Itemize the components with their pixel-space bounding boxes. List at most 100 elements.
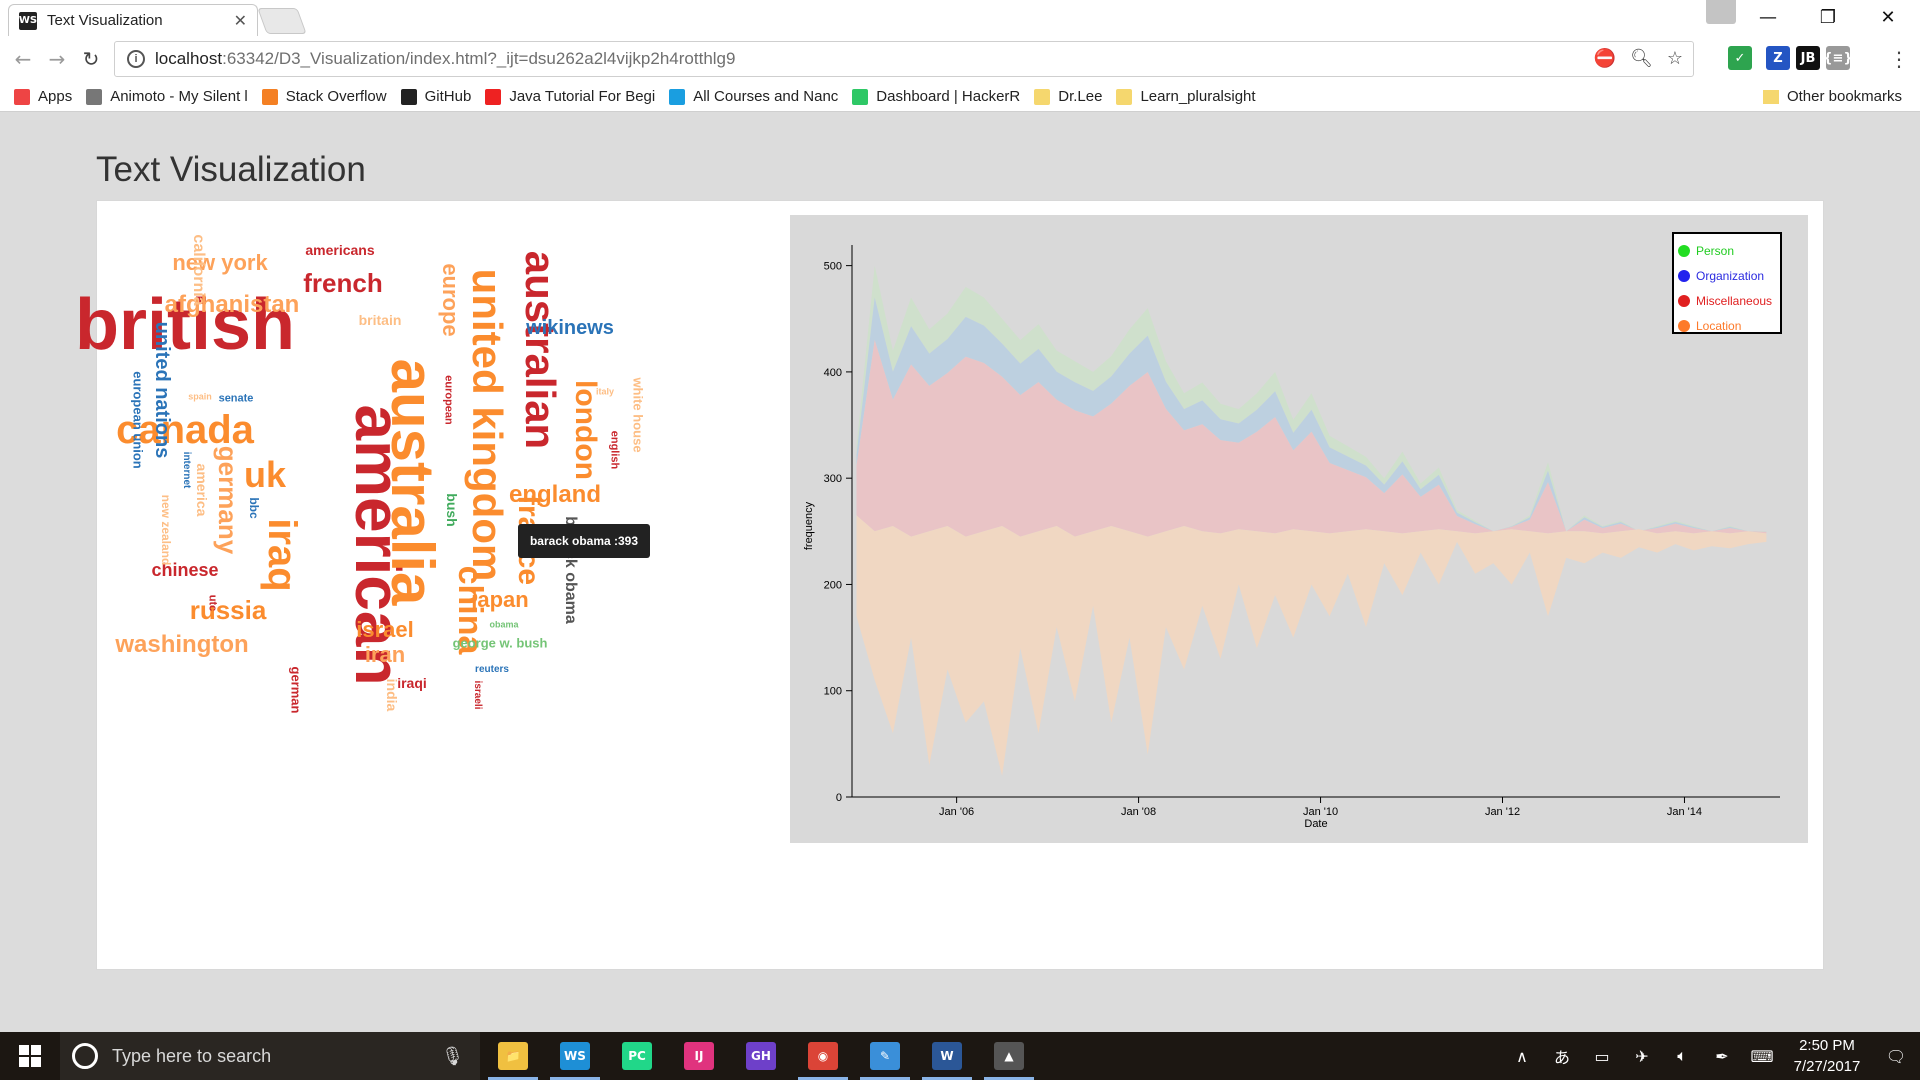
cloud-word[interactable]: senate (218, 392, 254, 405)
bookmark-item[interactable]: Stack Overflow (261, 88, 387, 105)
photos-taskbar-button[interactable]: ▲ (978, 1032, 1040, 1080)
show-hidden-icons-icon[interactable]: ∧ (1516, 1046, 1528, 1066)
cloud-word[interactable]: iraq (260, 518, 304, 592)
taskbar-search-box[interactable]: Type here to search 🎙︎ (60, 1032, 480, 1080)
cloud-word[interactable]: england (508, 481, 602, 508)
cloud-word[interactable]: united kingdom (464, 268, 511, 582)
bookmark-item[interactable]: Dashboard | HackerR (852, 88, 1020, 105)
new-tab-button[interactable] (257, 8, 307, 34)
cloud-word[interactable]: white house (630, 377, 646, 453)
cloud-word[interactable]: new york (172, 250, 268, 275)
battery-icon[interactable]: ▭ (1594, 1046, 1610, 1066)
intellij-taskbar-button[interactable]: IJ (668, 1032, 730, 1080)
bookmark-item[interactable]: All Courses and Nanc (669, 88, 838, 105)
bookmark-label: All Courses and Nanc (693, 88, 839, 105)
touch-keyboard-icon[interactable]: ⌨ (1750, 1046, 1774, 1066)
bookmark-item[interactable]: Animoto - My Silent l (86, 88, 248, 105)
pycharm-taskbar-button[interactable]: PC (606, 1032, 668, 1080)
cloud-word[interactable]: australian (517, 250, 564, 450)
close-window-icon[interactable]: ✕ (1880, 6, 1896, 28)
cloud-word[interactable]: iran (364, 642, 406, 667)
extension-icon[interactable]: Z (1766, 46, 1790, 70)
airplane-mode-icon[interactable]: ✈ (1635, 1046, 1649, 1066)
cloud-word[interactable]: canada (116, 408, 254, 452)
cloud-word[interactable]: israel (356, 617, 414, 642)
cloud-word[interactable]: japan (471, 587, 529, 612)
cloud-word[interactable]: bbc (247, 497, 261, 519)
forward-icon[interactable]: → (48, 47, 66, 71)
minimize-icon[interactable]: — (1759, 6, 1777, 28)
bookmark-item[interactable]: Java Tutorial For Begi (485, 88, 655, 105)
browser-tab[interactable]: WS Text Visualization ✕ (8, 4, 258, 36)
reload-icon[interactable]: ↻ (82, 47, 100, 71)
cloud-word[interactable]: french (303, 268, 383, 298)
microphone-icon[interactable]: 🎙︎ (441, 1045, 464, 1067)
cloud-word[interactable]: chinese (151, 560, 219, 580)
pen-icon[interactable]: ✒ (1715, 1046, 1729, 1066)
cloud-word[interactable]: wikinews (526, 317, 614, 339)
github-desktop-taskbar-button[interactable]: GH (730, 1032, 792, 1080)
cloud-word[interactable]: israeli (472, 680, 483, 710)
zoom-icon[interactable]: 🔍︎ (1630, 48, 1653, 69)
y-tick-label: 200 (824, 579, 842, 591)
cloud-word[interactable]: spain (188, 391, 212, 402)
cloud-word[interactable]: britain (358, 312, 402, 328)
webstorm-taskbar-button[interactable]: WS (544, 1032, 606, 1080)
file-explorer-taskbar-button[interactable]: 📁 (482, 1032, 544, 1080)
legend-item: Organization (1678, 263, 1776, 288)
cloud-word[interactable]: english (608, 430, 621, 470)
restore-icon[interactable]: ❐ (1819, 6, 1837, 28)
cloud-word[interactable]: obama (489, 619, 519, 630)
cloud-word[interactable]: america (194, 463, 210, 517)
bookmark-item[interactable]: GitHub (400, 88, 471, 105)
cloud-word[interactable]: california (190, 234, 207, 306)
word-taskbar-button[interactable]: W (916, 1032, 978, 1080)
cloud-word[interactable]: german (288, 666, 304, 714)
volume-icon[interactable]: 🔈︎ (1677, 1046, 1687, 1065)
start-button[interactable] (0, 1032, 60, 1080)
extension-icon[interactable]: JB (1796, 46, 1820, 70)
clock[interactable]: 2:50 PM 7/27/2017 (1782, 1035, 1872, 1077)
chrome-taskbar-button[interactable]: ◉ (792, 1032, 854, 1080)
cloud-word[interactable]: new zealand (159, 494, 173, 566)
ime-icon[interactable]: あ (1553, 1048, 1570, 1067)
profile-avatar[interactable] (1706, 0, 1736, 24)
cloud-word[interactable]: utc (206, 594, 219, 612)
back-icon[interactable]: ← (14, 47, 32, 71)
cloud-word[interactable]: europe (438, 263, 463, 337)
address-bar[interactable]: i localhost :63342/D3_Visualization/inde… (114, 41, 1694, 77)
cloud-word[interactable]: united nations (151, 321, 173, 459)
cloud-word[interactable]: iraqi (397, 675, 427, 691)
paint-taskbar-button[interactable]: ✎ (854, 1032, 916, 1080)
other-bookmarks[interactable]: Other bookmarks (1762, 88, 1902, 105)
bookmark-item[interactable]: Learn_pluralsight (1116, 88, 1256, 105)
blocked-content-icon[interactable]: ⛔ (1593, 48, 1616, 69)
cloud-word[interactable]: reuters (475, 664, 509, 675)
cloud-word[interactable]: australia (379, 358, 446, 606)
action-center-icon[interactable]: 🗨︎ (1885, 1046, 1907, 1066)
bookmark-star-icon[interactable]: ☆ (1666, 48, 1683, 69)
cloud-word[interactable]: italy (595, 386, 615, 397)
bookmark-item[interactable]: Dr.Lee (1034, 88, 1102, 105)
cloud-word[interactable]: george w. bush (452, 635, 548, 651)
bookmark-item[interactable]: Apps (14, 88, 72, 105)
cloud-word[interactable]: germany (213, 445, 243, 555)
cloud-word[interactable]: uk (243, 454, 287, 495)
cloud-word[interactable]: washington (115, 631, 249, 658)
extension-icon[interactable]: {≡} (1823, 46, 1853, 70)
cloud-word[interactable]: internet (181, 451, 192, 489)
extension-icon[interactable]: ✓ (1728, 46, 1752, 70)
chrome-menu-icon[interactable]: ⋮ (1889, 47, 1909, 71)
cloud-word[interactable]: european union (130, 371, 146, 469)
cloud-word[interactable]: india (384, 678, 400, 712)
cloud-word[interactable]: afghanistan (164, 291, 300, 318)
cloud-word[interactable]: russia (189, 595, 267, 625)
cloud-word[interactable]: european (442, 375, 455, 425)
close-tab-icon[interactable]: ✕ (233, 12, 247, 30)
site-info-icon[interactable]: i (127, 50, 145, 68)
bookmark-icon (852, 88, 869, 105)
bookmark-icon (86, 88, 103, 105)
cloud-word[interactable]: bush (444, 493, 460, 527)
cloud-word[interactable]: americans (305, 242, 375, 258)
cloud-word[interactable]: british (74, 285, 296, 365)
